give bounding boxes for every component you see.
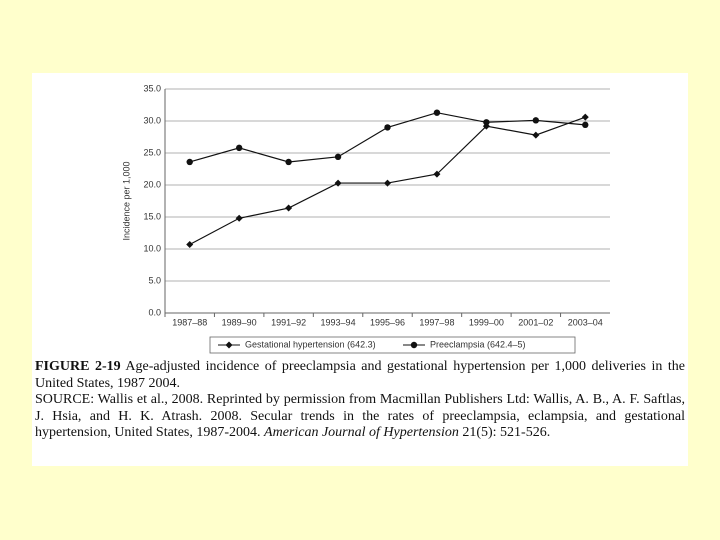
y-axis-label: Incidence per 1,000 [121,161,131,240]
citation: 21(5): 521-526. [462,425,551,440]
marker [582,121,589,129]
marker [235,214,243,222]
marker [532,117,540,124]
marker [433,109,441,116]
y-tick-label: 25.0 [143,147,161,157]
marker [384,179,391,187]
source: SOURCE: Wallis et al., 2008. Reprinted b… [35,392,685,440]
x-tick-label: 1999–00 [469,317,504,327]
marker [581,113,589,121]
marker [482,122,490,130]
marker [384,124,391,131]
y-tick-label: 10.0 [143,243,161,253]
chart: Incidence per 1,000 0.0 5.0 10.0 15.0 20.0 25… [121,83,610,354]
legend-label: Gestational hypertension (642.3) [245,339,376,349]
legend-box [209,336,576,354]
caption: FIGURE 2-19 Age-adjusted incidence of pr… [35,359,685,442]
y-tick-label: 20.0 [143,179,161,189]
x-tick-label: 1987–88 [172,317,207,327]
figure-label: FIGURE 2-19 [35,359,121,374]
x-tick-label: 1991–92 [271,317,306,327]
marker [334,153,342,161]
legend-label: Preeclampsia (642.4–5) [430,339,526,349]
x-tick-label: 2003–04 [568,317,603,327]
marker [235,144,243,152]
y-tick-label: 15.0 [143,211,161,221]
marker [186,158,193,166]
x-tick-label: 1993–94 [321,317,356,327]
y-tick-label: 0.0 [148,307,161,317]
y-tick-label: 35.0 [143,83,161,93]
figure-card: Incidence per 1,000 0.0 5.0 10.0 15.0 20.0 25… [32,73,688,466]
series-line [189,112,586,163]
x-tick-label: 2001–02 [518,317,553,327]
marker [285,158,292,166]
x-tick-label: 1995–96 [370,317,405,327]
marker [186,241,194,249]
marker [532,131,540,139]
caption-text: Age-adjusted incidence of preeclampsia a… [35,359,685,391]
marker [225,341,233,349]
x-tick-label: 1997–98 [419,317,454,327]
marker [334,179,342,187]
x-tick-label: 1989–90 [222,317,257,327]
marker [410,341,418,349]
marker [285,204,293,212]
marker [433,170,441,178]
y-tick-label: 5.0 [148,275,161,285]
marker [483,119,490,126]
journal: American Journal of Hypertension [264,425,459,440]
y-tick-label: 30.0 [143,115,161,125]
